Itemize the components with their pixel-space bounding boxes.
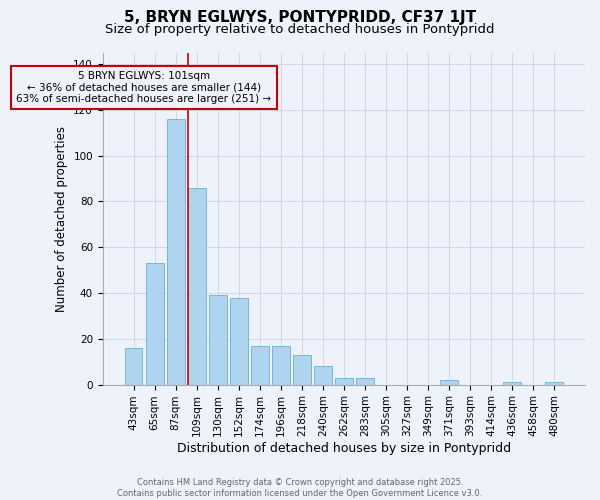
Bar (167, 119, 185, 384)
X-axis label: Distribution of detached houses by size in Pontypridd: Distribution of detached houses by size … (177, 442, 511, 455)
Bar (293, 355, 311, 384)
Bar (251, 346, 269, 385)
Bar (545, 382, 563, 384)
Bar (356, 378, 374, 384)
Bar (272, 346, 290, 385)
Bar (188, 188, 206, 384)
Bar (440, 380, 458, 384)
Bar (146, 263, 164, 384)
Bar (125, 348, 142, 385)
Bar (209, 296, 227, 384)
Text: Size of property relative to detached houses in Pontypridd: Size of property relative to detached ho… (105, 22, 495, 36)
Bar (503, 382, 521, 384)
Bar (335, 378, 353, 384)
Text: Contains HM Land Registry data © Crown copyright and database right 2025.
Contai: Contains HM Land Registry data © Crown c… (118, 478, 482, 498)
Y-axis label: Number of detached properties: Number of detached properties (55, 126, 68, 312)
Bar (230, 298, 248, 384)
Text: 5, BRYN EGLWYS, PONTYPRIDD, CF37 1JT: 5, BRYN EGLWYS, PONTYPRIDD, CF37 1JT (124, 10, 476, 25)
Bar (314, 366, 332, 384)
Text: 5 BRYN EGLWYS: 101sqm
← 36% of detached houses are smaller (144)
63% of semi-det: 5 BRYN EGLWYS: 101sqm ← 36% of detached … (16, 71, 272, 104)
